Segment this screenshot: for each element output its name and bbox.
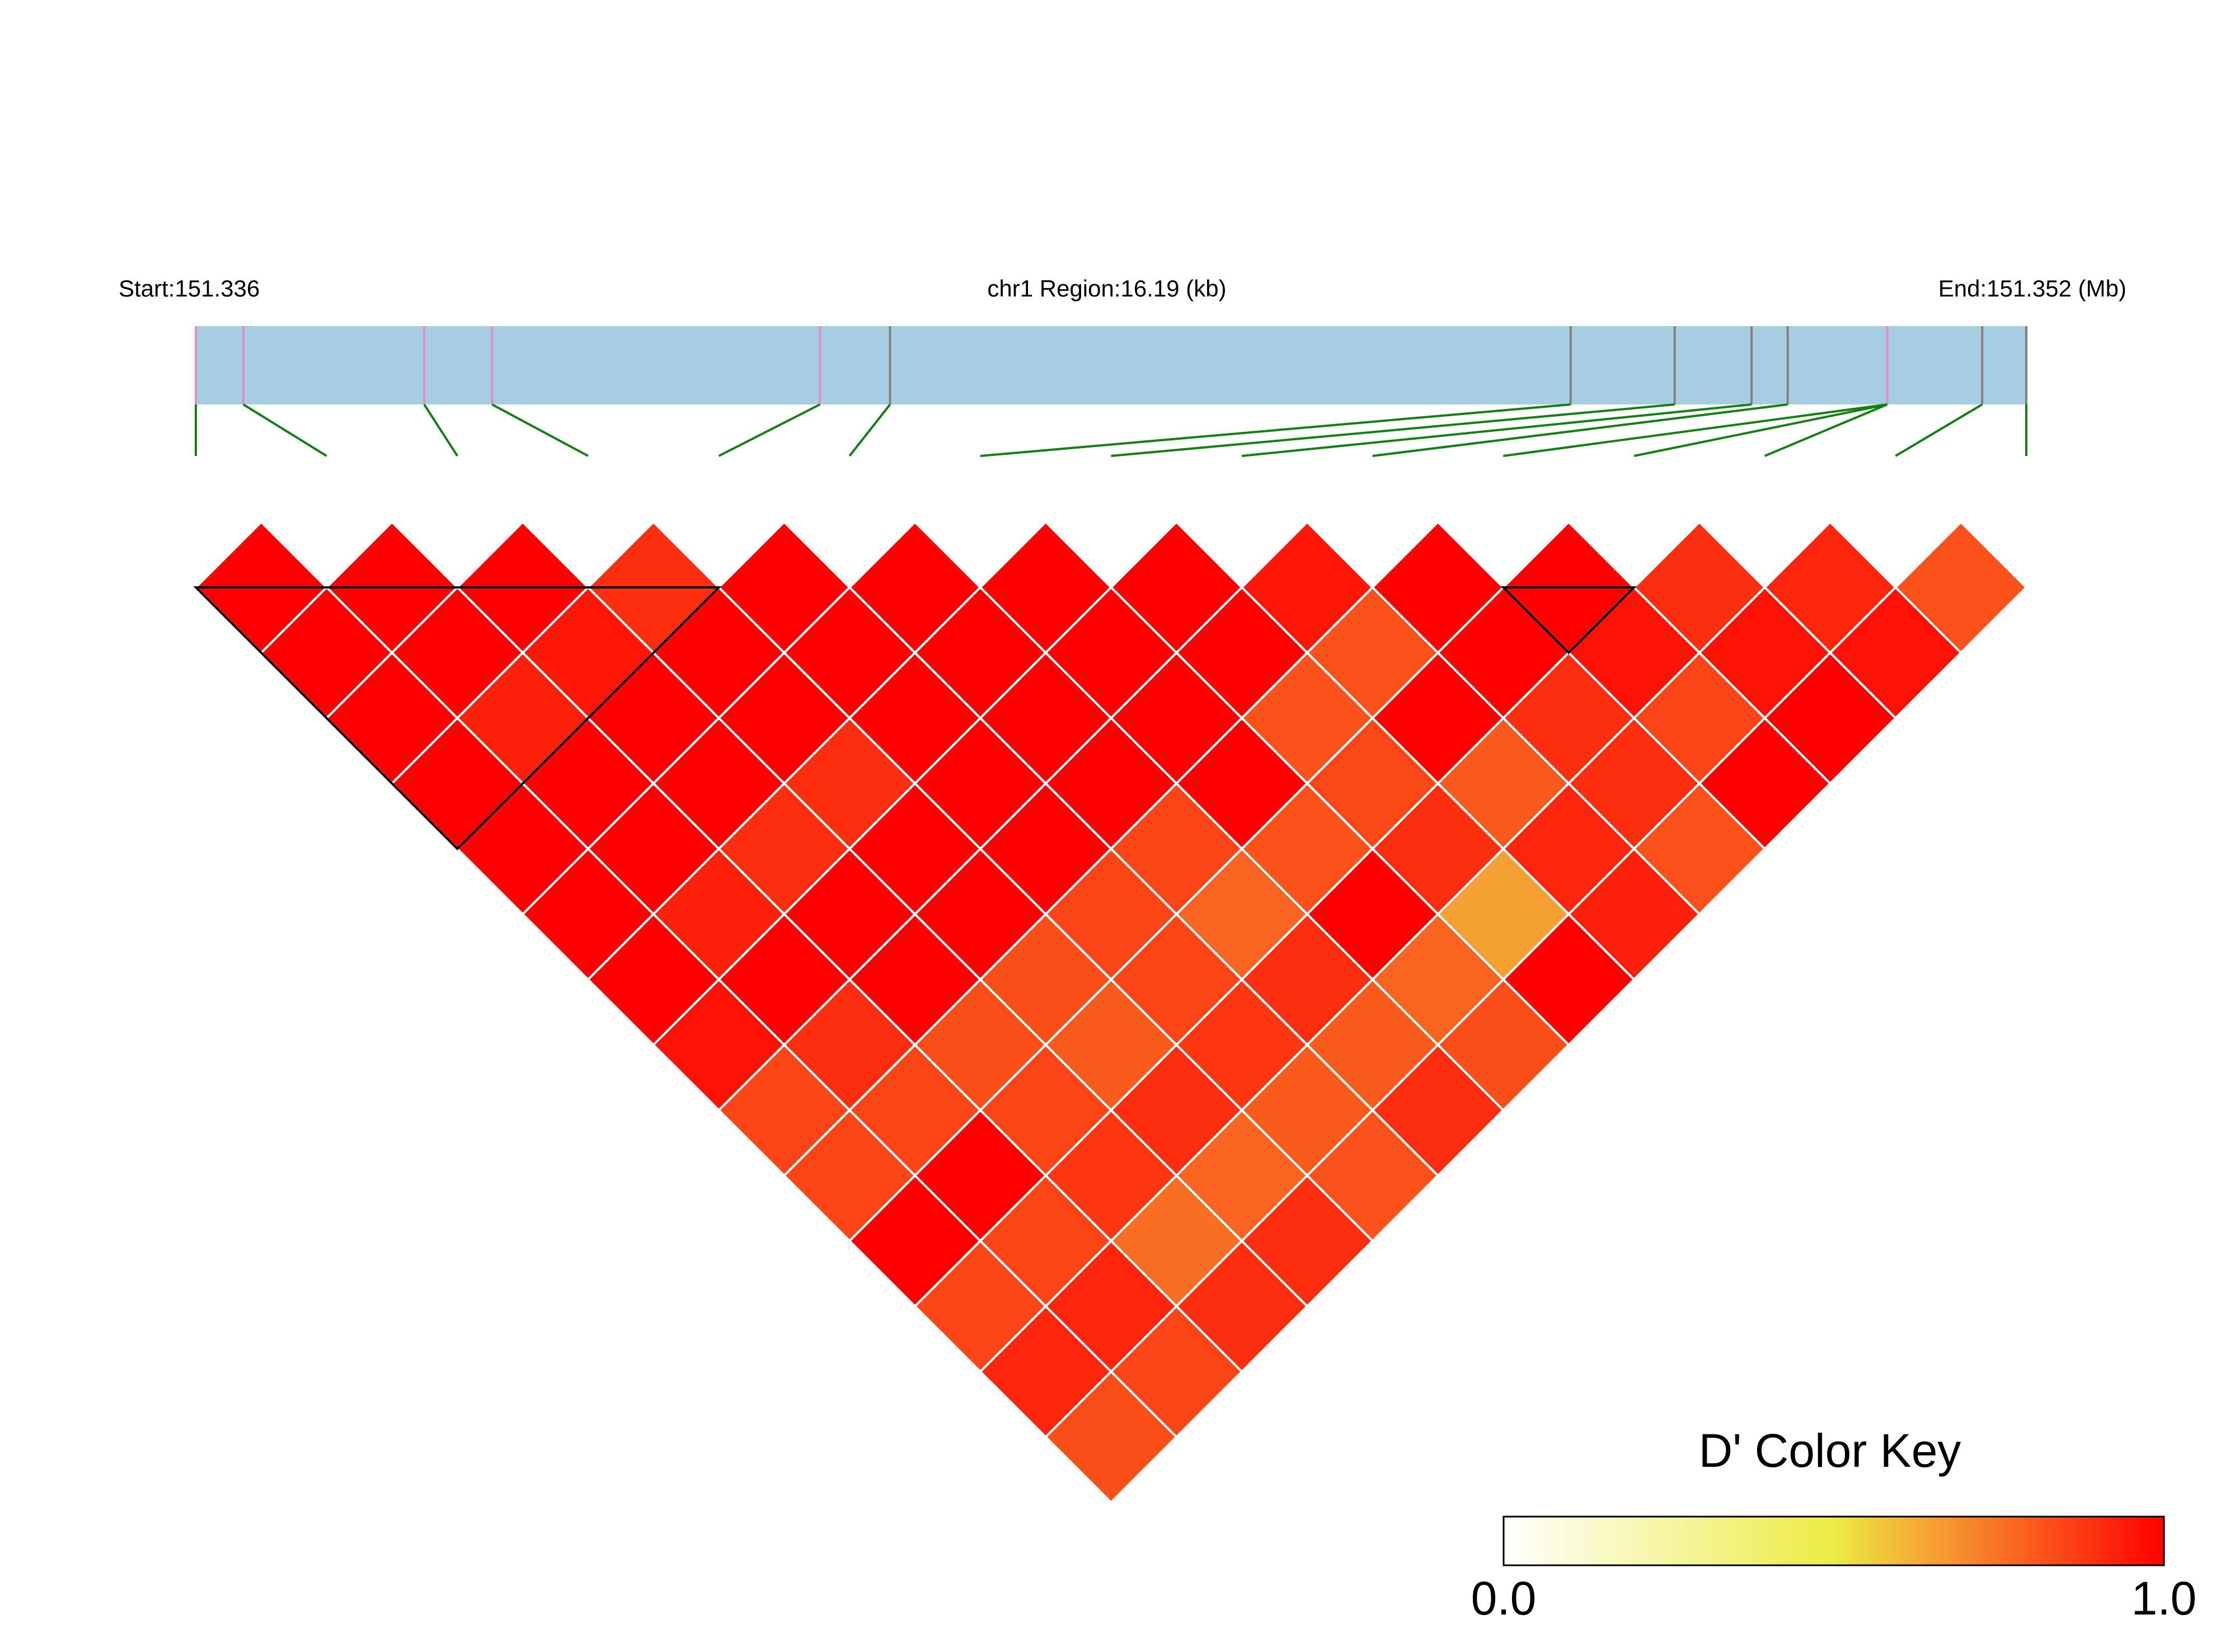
haplotype-block-outline [193, 586, 722, 851]
header-labels: Start:151.336 chr1 Region:16.19 (kb) End… [119, 275, 2126, 302]
snp-connector [1895, 403, 1983, 457]
snp-connector [1111, 403, 1675, 457]
region-bar [196, 326, 2026, 404]
color-key: D' Color Key 0.0 1.0 [1471, 1424, 2197, 1625]
snp-connector [718, 403, 821, 457]
snp-connectors [195, 403, 2027, 457]
snp-connector [1764, 403, 1888, 457]
snp-connector [1503, 403, 1887, 457]
end-label: End:151.352 (Mb) [1938, 275, 2126, 302]
region-label: chr1 Region:16.19 (kb) [987, 275, 1226, 302]
haplotype-block-outline [1500, 586, 1637, 655]
snp-connector [1633, 403, 1887, 457]
snp-connector [491, 403, 589, 457]
snp-connector [242, 403, 327, 457]
color-key-bar [1502, 1515, 2165, 1566]
snp-markers [195, 326, 2027, 404]
region-bar-group [195, 326, 2027, 404]
snp-connector [980, 403, 1571, 457]
start-label: Start:151.336 [119, 275, 260, 302]
ld-cells [194, 520, 2028, 1504]
snp-connector [423, 403, 458, 457]
color-key-max-label: 1.0 [2131, 1572, 2197, 1625]
snp-connector [1372, 403, 1788, 457]
haplotype-blocks [193, 586, 1637, 851]
color-key-title: D' Color Key [1699, 1424, 1961, 1477]
ld-cell [1044, 1370, 1178, 1504]
snp-connector [1241, 403, 1752, 457]
color-key-min-label: 0.0 [1471, 1572, 1537, 1625]
snp-connector [848, 403, 891, 457]
